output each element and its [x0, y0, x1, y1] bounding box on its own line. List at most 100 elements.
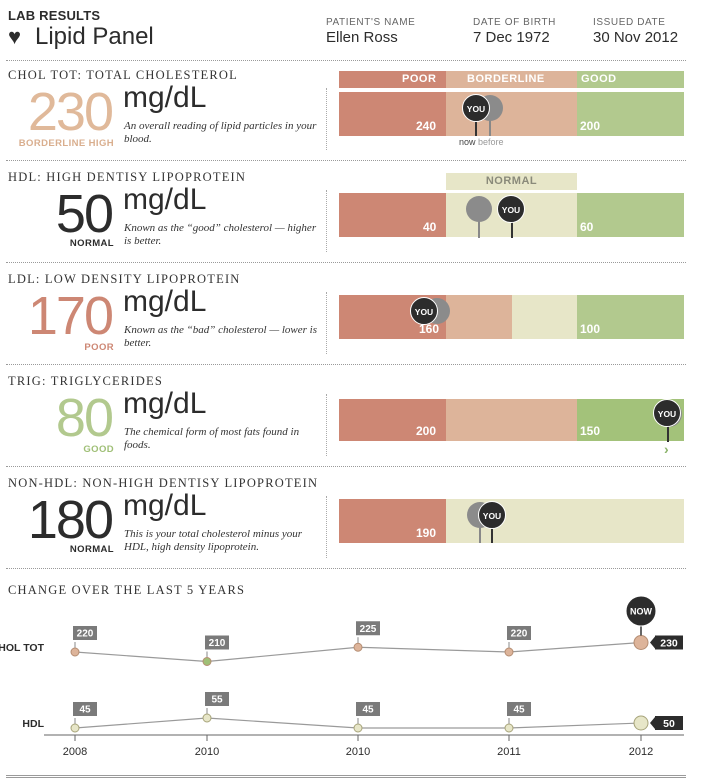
result-description: This is your total cholesterol minus you…: [124, 528, 303, 553]
dob-value: 7 Dec 1972: [473, 29, 550, 46]
range-good: [577, 92, 684, 136]
divider: [6, 568, 686, 569]
dob-label: DATE OF BIRTH: [473, 17, 556, 28]
x-tick-label: 2011: [497, 746, 521, 758]
data-point: [70, 647, 80, 657]
result-unit: mg/dL: [123, 81, 207, 114]
you-marker-pin: [475, 120, 477, 136]
result-description: Known as the “bad” cholesterol — lower i…: [124, 324, 318, 349]
status-badge: NORMAL: [69, 544, 114, 555]
you-marker-pin: [667, 426, 669, 442]
range-borderline: [446, 399, 577, 441]
result-value: 50: [55, 184, 114, 244]
patient-name: Ellen Ross: [326, 29, 398, 46]
data-label-bg: [356, 621, 380, 636]
before-label: before: [478, 137, 504, 147]
section-trig: TRIG: TRIGLYCERIDES 80 mg/dL The chemica…: [0, 370, 701, 470]
data-label: 45: [362, 705, 374, 716]
legend-poor-label: POOR: [402, 73, 437, 85]
x-tick-label: 2012: [629, 746, 653, 758]
data-point: [504, 723, 514, 733]
you-marker: YOU: [410, 297, 438, 325]
issued-label: ISSUED DATE: [593, 17, 666, 28]
data-label-pointer: [650, 636, 655, 649]
normal-range-label: NORMAL: [446, 173, 577, 190]
you-marker: YOU: [497, 195, 525, 223]
issued-value: 30 Nov 2012: [593, 29, 679, 46]
range-poor: [339, 92, 446, 136]
threshold-label: 40: [423, 220, 437, 234]
data-label-bg: [655, 716, 683, 730]
threshold-label: 200: [580, 119, 601, 133]
status-badge: POOR: [84, 342, 114, 353]
result-unit: mg/dL: [123, 183, 207, 216]
before-marker: [466, 196, 492, 222]
data-label-bg: [507, 626, 531, 640]
status-badge: NORMAL: [69, 238, 114, 249]
section-title: CHOL TOT: TOTAL CHOLESTEROL: [8, 68, 238, 82]
data-label: 220: [511, 629, 528, 640]
issued-block: ISSUED DATE 30 Nov 2012: [593, 17, 678, 46]
threshold-label: 190: [416, 526, 437, 540]
range-poor: [339, 499, 446, 543]
status-badge: GOOD: [83, 444, 114, 455]
page-title: Lipid Panel: [35, 23, 154, 50]
divider: [6, 364, 686, 365]
now-label: NOW: [630, 607, 653, 617]
you-marker: YOU: [462, 94, 490, 122]
section-title: HDL: HIGH DENTISY LIPOPROTEIN: [8, 170, 247, 184]
before-marker-pin: [478, 220, 480, 238]
data-label-pointer: [650, 717, 655, 729]
divider: [6, 466, 686, 467]
x-tick-label: 2008: [63, 746, 87, 758]
divider: [326, 496, 327, 558]
data-label: 225: [360, 624, 377, 635]
series-name-label: HDL: [22, 718, 44, 730]
legend-borderline-label: BORDERLINE: [467, 73, 545, 85]
now-before-caption: now before: [459, 137, 504, 147]
now-marker: [625, 595, 657, 627]
data-label: 50: [663, 718, 675, 730]
data-label-bg: [205, 635, 229, 650]
section-ldl: LDL: LOW DENSITY LIPOPROTEIN 170 mg/dL K…: [0, 268, 701, 368]
series-name-label: CHOL TOT: [0, 642, 45, 654]
data-label-bg: [356, 702, 380, 716]
divider: [326, 394, 327, 456]
data-label: 230: [660, 638, 678, 650]
threshold-label: 100: [580, 322, 601, 336]
divider: [6, 60, 686, 61]
section-hdl: HDL: HIGH DENTISY LIPOPROTEIN 50 mg/dL K…: [0, 166, 701, 266]
lab-results-label: LAB RESULTS: [8, 8, 101, 23]
threshold-label: 150: [580, 424, 601, 438]
data-point: [633, 635, 649, 650]
data-label-bg: [507, 702, 531, 716]
data-label: 210: [209, 638, 226, 649]
data-label: 55: [211, 695, 223, 706]
data-label-bg: [73, 702, 97, 716]
result-description: The chemical form of most fats found in …: [124, 426, 300, 451]
history-chart: CHOL TOT 220 210 225 220 230 HDL 45 55 45 45 50 NOW 2…: [0, 595, 684, 758]
data-point: [202, 713, 212, 723]
result-description: An overall reading of lipid particles in…: [124, 120, 317, 145]
result-value: 80: [55, 388, 114, 448]
section-title: NON-HDL: NON-HIGH DENTISY LIPOPROTEIN: [8, 476, 319, 490]
legend-borderline: [446, 71, 577, 88]
divider: [6, 160, 686, 161]
before-marker-pin: [489, 120, 491, 136]
data-label: 220: [77, 629, 94, 640]
data-point: [633, 715, 649, 731]
patient-name-label: PATIENT'S NAME: [326, 17, 416, 28]
heart-icon: ♥: [8, 24, 22, 49]
range-bar: 240 200: [339, 92, 684, 136]
result-unit: mg/dL: [123, 489, 207, 522]
data-label: 45: [79, 705, 91, 716]
legend-poor: [339, 71, 446, 88]
data-label-bg: [73, 626, 97, 640]
chevron-right-icon: ›: [664, 441, 669, 457]
result-value: 180: [27, 490, 114, 550]
now-label: now: [459, 137, 476, 147]
range-poor: [339, 193, 446, 237]
range-normal: [512, 295, 577, 339]
data-label: 45: [513, 705, 525, 716]
range-bar: 160 100: [339, 295, 684, 339]
